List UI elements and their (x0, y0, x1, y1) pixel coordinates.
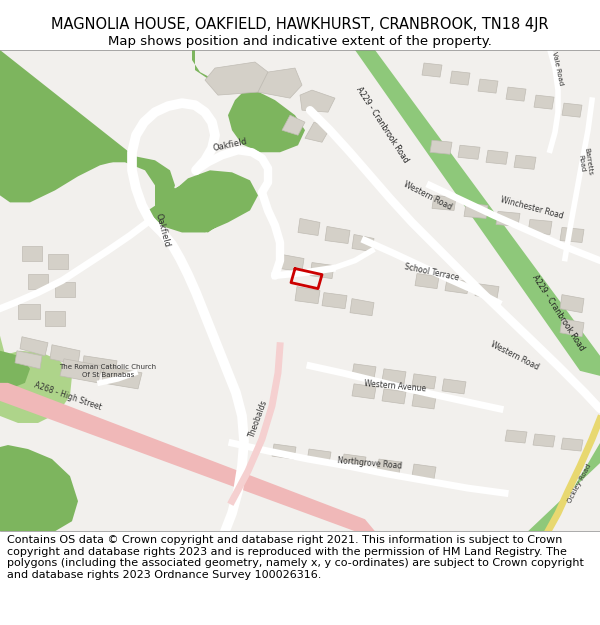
Polygon shape (0, 336, 72, 423)
Polygon shape (307, 449, 331, 464)
Polygon shape (280, 254, 304, 272)
Polygon shape (464, 203, 488, 218)
Polygon shape (450, 71, 470, 85)
Polygon shape (28, 274, 48, 289)
Text: The Roman Catholic Church
Of St Barnabas: The Roman Catholic Church Of St Barnabas (59, 364, 157, 378)
Text: School Terrace: School Terrace (404, 262, 460, 282)
Text: MAGNOLIA HOUSE, OAKFIELD, HAWKHURST, CRANBROOK, TN18 4JR: MAGNOLIA HOUSE, OAKFIELD, HAWKHURST, CRA… (51, 18, 549, 32)
Polygon shape (486, 150, 508, 164)
Polygon shape (300, 90, 335, 112)
Polygon shape (205, 62, 268, 95)
Polygon shape (55, 282, 75, 297)
Polygon shape (22, 246, 42, 261)
Polygon shape (355, 50, 600, 376)
Polygon shape (45, 311, 65, 326)
Polygon shape (50, 345, 80, 365)
Polygon shape (445, 279, 469, 294)
Text: Oakfield: Oakfield (153, 213, 171, 249)
Text: Theobalds: Theobalds (247, 399, 269, 439)
Polygon shape (528, 443, 600, 531)
Polygon shape (282, 115, 305, 135)
Polygon shape (412, 374, 436, 389)
Polygon shape (60, 359, 102, 383)
Text: Oakfield: Oakfield (212, 138, 248, 153)
Polygon shape (382, 389, 406, 404)
Polygon shape (458, 145, 480, 159)
Polygon shape (422, 63, 442, 77)
Polygon shape (352, 364, 376, 379)
Polygon shape (533, 434, 555, 447)
Polygon shape (442, 379, 466, 394)
Polygon shape (18, 304, 40, 319)
Polygon shape (298, 218, 320, 236)
Text: A268 - High Street: A268 - High Street (33, 380, 103, 412)
Polygon shape (350, 299, 374, 316)
Text: A229 - Cranbrook Road: A229 - Cranbrook Road (530, 273, 586, 352)
Polygon shape (505, 430, 527, 443)
Text: Contains OS data © Crown copyright and database right 2021. This information is : Contains OS data © Crown copyright and d… (7, 535, 584, 580)
Polygon shape (0, 383, 375, 531)
Polygon shape (322, 292, 347, 309)
Polygon shape (415, 274, 439, 289)
Polygon shape (560, 319, 584, 337)
Polygon shape (560, 294, 584, 312)
Polygon shape (382, 369, 406, 384)
Polygon shape (258, 68, 302, 98)
Text: Map shows position and indicative extent of the property.: Map shows position and indicative extent… (108, 35, 492, 48)
Polygon shape (475, 284, 499, 299)
Polygon shape (506, 87, 526, 101)
Polygon shape (192, 50, 305, 152)
Polygon shape (272, 444, 296, 459)
Polygon shape (534, 95, 554, 109)
Text: A229 - Cranbrook Road: A229 - Cranbrook Road (354, 86, 410, 165)
Text: Western Road: Western Road (403, 179, 454, 211)
Text: Northgrove Road: Northgrove Road (337, 456, 403, 471)
Polygon shape (295, 287, 320, 304)
Polygon shape (412, 394, 436, 409)
Polygon shape (478, 79, 498, 93)
Polygon shape (561, 438, 583, 451)
Text: Western Avenue: Western Avenue (364, 379, 426, 393)
Polygon shape (514, 155, 536, 169)
Polygon shape (528, 219, 552, 234)
Polygon shape (0, 50, 175, 211)
Text: Vale Road: Vale Road (551, 51, 565, 86)
Polygon shape (15, 351, 42, 369)
Polygon shape (0, 351, 30, 389)
Polygon shape (412, 464, 436, 479)
Text: Ockley Road: Ockley Road (567, 462, 593, 504)
Text: Winchester Road: Winchester Road (500, 196, 565, 221)
Polygon shape (562, 103, 582, 117)
Polygon shape (377, 459, 401, 474)
Polygon shape (496, 211, 520, 226)
Polygon shape (430, 140, 452, 154)
Polygon shape (432, 196, 456, 211)
Polygon shape (0, 421, 78, 531)
Polygon shape (48, 254, 68, 269)
Polygon shape (0, 50, 258, 232)
Text: Western Road: Western Road (490, 340, 541, 372)
Polygon shape (102, 366, 142, 389)
Polygon shape (325, 226, 350, 244)
Text: Barretts
Road: Barretts Road (577, 148, 593, 177)
Polygon shape (20, 337, 48, 356)
Polygon shape (82, 356, 117, 375)
Polygon shape (352, 234, 374, 251)
Polygon shape (352, 384, 376, 399)
Polygon shape (342, 454, 366, 469)
Polygon shape (305, 122, 330, 142)
Polygon shape (560, 228, 584, 242)
Polygon shape (310, 262, 334, 279)
